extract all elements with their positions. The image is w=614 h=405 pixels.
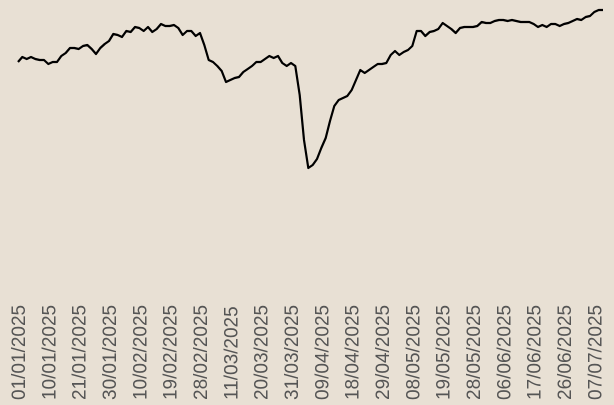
x-tick-label: 31/03/2025 — [282, 305, 303, 400]
x-tick-label: 28/02/2025 — [191, 305, 212, 400]
x-tick-label: 17/06/2025 — [525, 305, 546, 400]
x-tick-label: 11/03/2025 — [221, 306, 242, 400]
x-tick-label: 07/07/2025 — [585, 305, 606, 400]
x-tick-label: 19/02/2025 — [161, 305, 182, 400]
x-tick-label: 20/03/2025 — [252, 305, 273, 400]
x-tick-label: 30/01/2025 — [100, 305, 121, 400]
x-tick-label: 29/04/2025 — [373, 305, 394, 400]
x-tick-label: 08/05/2025 — [403, 305, 424, 400]
x-tick-label: 18/04/2025 — [343, 305, 364, 400]
x-tick-label: 28/05/2025 — [464, 305, 485, 400]
x-tick-label: 01/01/2025 — [9, 305, 30, 400]
x-tick-label: 10/02/2025 — [130, 305, 151, 400]
line — [17, 8, 603, 170]
x-tick-label: 19/05/2025 — [434, 305, 455, 400]
x-tick-label: 26/06/2025 — [555, 305, 576, 400]
x-tick-label: 09/04/2025 — [312, 305, 333, 400]
x-tick-label: 21/01/2025 — [70, 305, 91, 400]
x-tick-label: 06/06/2025 — [494, 305, 515, 400]
x-tick-label: 10/01/2025 — [39, 305, 60, 400]
